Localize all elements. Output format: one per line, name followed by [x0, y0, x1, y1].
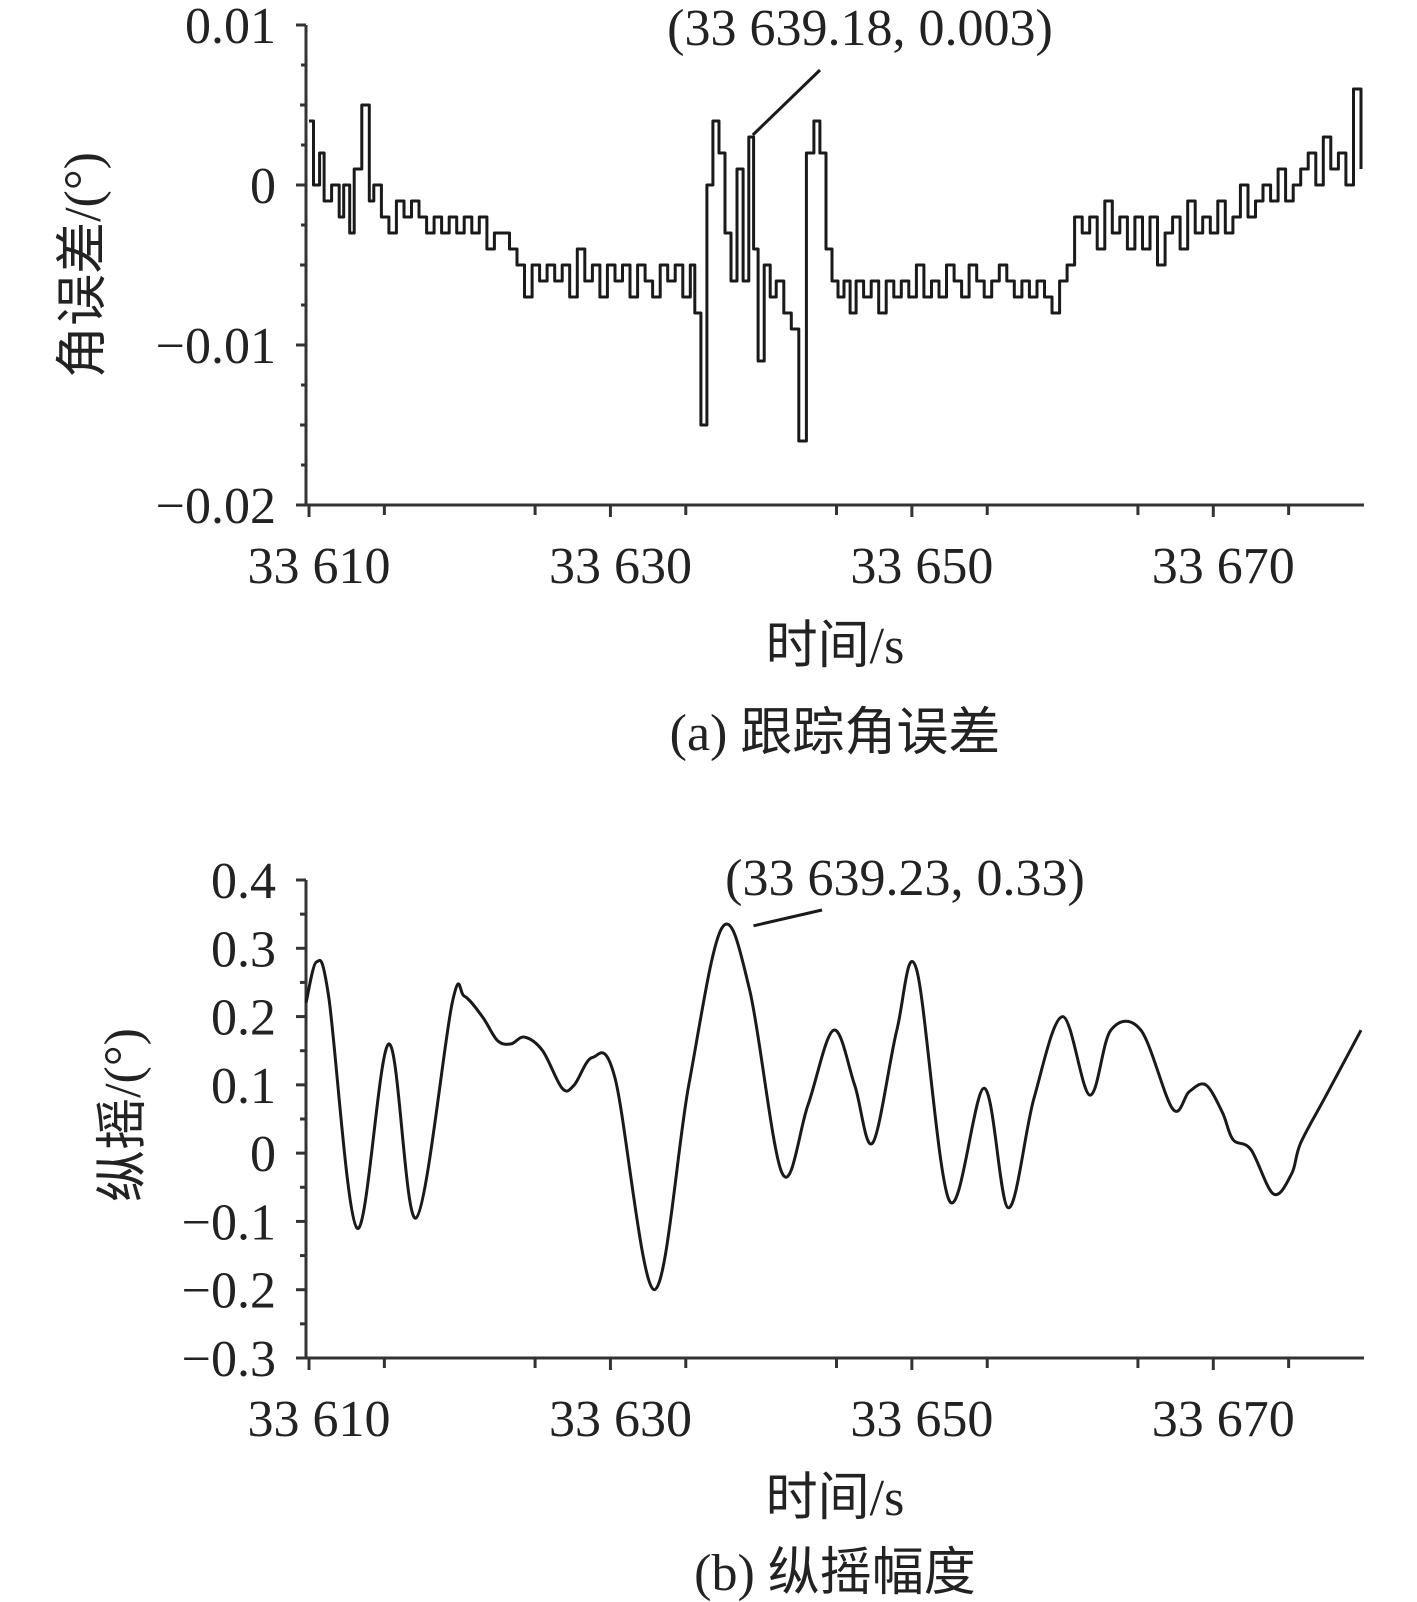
panel-a-y-tick-label: −0.02: [156, 478, 276, 535]
panel-a-x-tick-label: 33 630: [549, 538, 692, 595]
panel-a-x-tick-label: 33 610: [248, 538, 391, 595]
panel-b-y-tick-label: 0.3: [211, 921, 276, 978]
panel-b-y-tick-label: 0.1: [211, 1058, 276, 1115]
panel-b-callout: (33 639.23, 0.33): [725, 850, 1085, 928]
panel-b-y-tick-label: −0.2: [182, 1263, 276, 1320]
panel-a-y-tick-label: −0.01: [156, 318, 276, 375]
panel-b-callout-line: [753, 908, 823, 928]
panel-b-series: [304, 922, 1363, 1292]
panel-b-y-tick-label: 0: [250, 1126, 276, 1183]
panel-b-x-tick-label: 33 670: [1152, 1391, 1295, 1448]
panel-a-series-line: [309, 87, 1363, 443]
panel-b-y-tick-label: −0.1: [182, 1194, 276, 1251]
panel-b-y-ticks: 0.4 0.3 0.2 0.1 0 −0.1 −0.2 −0.3: [182, 853, 306, 1388]
panel-b-pitch-amplitude: 0.40.30.20.10−0.1−0.2−0.3 33 610 33 630 33…: [95, 850, 1364, 1602]
panel-b-x-ticks: 33 610 33 630 33 650 33 670: [248, 1358, 1295, 1448]
panel-a-x-tick-label: 33 650: [850, 538, 993, 595]
panel-a-y-axis-label: 角误差/(°): [55, 152, 112, 378]
panel-a-caption: (a) 跟踪角误差: [670, 705, 1001, 762]
panel-a-tracking-angle-error: 0.01 0 −0.01 −0.02 33 610 33 630 33 650 33 670…: [55, 0, 1364, 762]
panel-b-callout-label: (33 639.23, 0.33): [725, 850, 1085, 907]
panel-a-callout-line: [751, 68, 822, 137]
panel-b-caption: (b) 纵摇幅度: [694, 1545, 976, 1602]
panel-a-series: [309, 87, 1363, 443]
panel-a-y-tick-label: 0: [250, 158, 276, 215]
panel-b-x-tick-label: 33 610: [248, 1391, 391, 1448]
panel-a-y-tick-label: 0.01: [185, 0, 276, 55]
panel-b-x-tick-label: 33 630: [549, 1391, 692, 1448]
panel-a-x-axis-label: 时间/s: [766, 618, 905, 675]
panel-a-y-ticks: 0.01 0 −0.01 −0.02: [156, 0, 306, 535]
panel-b-y-tick-label: 0.4: [211, 853, 276, 910]
panel-b-x-axis-label: 时间/s: [766, 1470, 905, 1527]
panel-b-series-line: [304, 922, 1363, 1292]
panel-b-x-tick-label: 33 650: [850, 1391, 993, 1448]
panel-b-y-tick-label: 0.2: [211, 990, 276, 1047]
panel-a-x-ticks: 33 610 33 630 33 650 33 670: [248, 505, 1295, 595]
panel-a-x-tick-label: 33 670: [1152, 538, 1295, 595]
panel-b-y-axis-label: 纵摇/(°): [95, 1028, 152, 1202]
panel-a-callout-label: (33 639.18, 0.003): [667, 0, 1053, 57]
panel-b-y-tick-label: −0.3: [182, 1331, 276, 1388]
panel-a-callout: (33 639.18, 0.003): [667, 0, 1053, 137]
